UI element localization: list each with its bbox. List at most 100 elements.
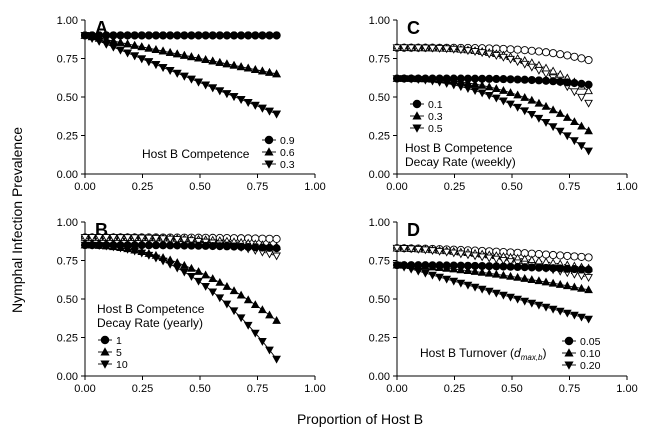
- y-tick-label: 0.00: [57, 169, 78, 181]
- data-point: [506, 262, 515, 271]
- legend-label: 0.1: [428, 99, 443, 111]
- data-point: [194, 78, 203, 87]
- data-point: [577, 283, 586, 292]
- data-point: [80, 241, 90, 250]
- data-point: [484, 91, 494, 100]
- data-point: [584, 285, 593, 294]
- x-tick-label: 0.00: [386, 181, 407, 193]
- data-point: [563, 51, 572, 60]
- data-point: [541, 76, 551, 85]
- data-point: [485, 74, 494, 83]
- legend-label: 5: [116, 347, 122, 359]
- data-point: [527, 95, 537, 104]
- data-point: [534, 276, 544, 285]
- data-point: [577, 121, 586, 130]
- data-point: [463, 85, 473, 93]
- data-point: [123, 245, 132, 254]
- data-point: [470, 267, 480, 275]
- data-point: [520, 107, 530, 116]
- data-point: [584, 265, 593, 274]
- data-point: [513, 90, 522, 99]
- x-tick-label: 1.00: [304, 181, 325, 193]
- data-point: [549, 264, 558, 273]
- data-point: [491, 289, 501, 298]
- data-point: [244, 31, 253, 40]
- data-point: [484, 50, 494, 59]
- data-point: [534, 263, 543, 272]
- panel-letter: D: [407, 220, 420, 240]
- data-point: [584, 86, 593, 95]
- data-point: [101, 242, 111, 251]
- data-point: [520, 263, 529, 272]
- data-point: [172, 69, 182, 78]
- data-point: [513, 45, 522, 54]
- series-0.9: [80, 31, 281, 40]
- data-point: [584, 126, 593, 135]
- data-point: [165, 47, 175, 56]
- panel-c: 0.00 0.25 0.50 0.75 1.00 0.00 0.25 0.50 0.75 1.00…: [369, 15, 638, 193]
- data-point: [527, 263, 536, 272]
- data-point: [428, 262, 437, 271]
- data-point: [222, 31, 231, 40]
- data-point: [577, 313, 586, 322]
- data-point: [534, 98, 544, 107]
- data-point: [470, 79, 480, 88]
- data-point: [243, 295, 253, 304]
- data-point: [215, 277, 225, 286]
- data-point: [513, 75, 522, 84]
- data-point: [549, 77, 558, 86]
- data-point: [144, 234, 154, 243]
- y-tick-label: 0.25: [57, 333, 78, 345]
- data-point: [570, 252, 579, 261]
- data-point: [87, 34, 97, 43]
- legend-marker-triangle-down: [564, 361, 574, 370]
- data-point: [130, 40, 140, 49]
- data-point: [172, 258, 182, 266]
- data-point: [116, 244, 125, 253]
- data-point: [491, 255, 501, 264]
- data-point: [541, 63, 551, 72]
- data-point: [194, 241, 203, 250]
- data-point: [137, 249, 147, 258]
- data-point: [187, 75, 196, 84]
- data-point: [151, 254, 161, 263]
- data-point: [109, 43, 118, 52]
- data-point: [187, 237, 196, 246]
- data-point: [541, 101, 551, 110]
- data-point: [449, 264, 459, 273]
- x-tick-label: 1.00: [304, 383, 325, 395]
- data-point: [413, 245, 423, 254]
- data-point: [243, 321, 253, 330]
- x-tick-label: 0.75: [559, 383, 580, 395]
- data-point: [541, 70, 551, 79]
- legend-marker-triangle-down: [100, 360, 110, 369]
- data-point: [556, 50, 565, 59]
- x-tick-label: 0.50: [189, 181, 210, 193]
- data-point: [194, 53, 203, 62]
- data-point: [208, 241, 217, 251]
- data-point: [499, 53, 508, 62]
- data-point: [392, 244, 402, 253]
- data-point: [251, 31, 260, 40]
- data-point: [272, 316, 281, 324]
- y-tick-label: 1.00: [369, 217, 390, 229]
- data-point: [101, 40, 111, 49]
- data-point: [123, 234, 132, 243]
- y-tick-label: 1.00: [57, 217, 78, 229]
- data-point: [463, 47, 473, 56]
- data-point: [477, 253, 487, 262]
- data-point: [229, 60, 239, 69]
- data-point: [222, 59, 232, 68]
- data-point: [570, 78, 579, 88]
- data-point: [392, 44, 402, 53]
- data-point: [555, 109, 565, 117]
- legend-title: Host B Competence: [405, 141, 513, 155]
- x-tick-label: 0.00: [386, 383, 407, 395]
- data-point: [484, 82, 494, 91]
- y-tick-label: 0.50: [57, 294, 78, 306]
- data-point: [584, 274, 593, 282]
- data-point: [399, 75, 409, 84]
- data-point: [187, 31, 196, 40]
- data-point: [449, 249, 459, 258]
